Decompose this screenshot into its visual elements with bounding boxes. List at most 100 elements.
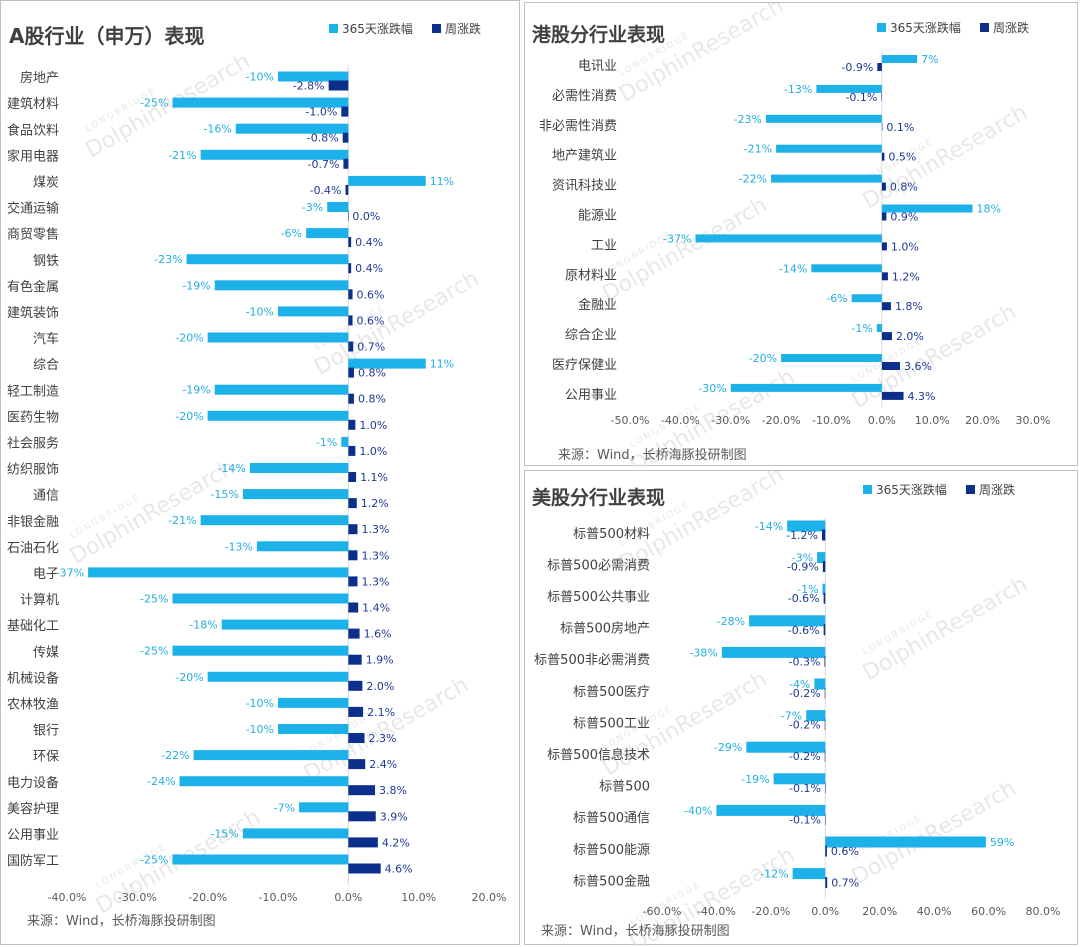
data-label-365: -10% [246,697,274,710]
category-label: 标普500 [599,780,650,795]
bar-week [341,106,349,117]
watermark-name: DolphinResearch [859,100,1032,214]
bar-365 [179,776,349,787]
bar-365 [221,619,349,630]
data-label-week: 1.9% [366,654,394,667]
watermark-name: DolphinResearch [598,193,771,307]
data-label-week: -0.4% [310,184,342,197]
data-label-week: 0.9% [890,211,918,224]
data-label-week: 1.2% [361,497,389,510]
data-label-365: -23% [734,113,762,126]
data-label-week: -0.6% [788,624,820,637]
data-label-week: 3.9% [380,810,408,823]
bar-week [881,302,891,311]
category-label: 电力设备 [7,775,59,791]
data-label-365: -3% [302,201,323,214]
category-label: 轻工制造 [7,384,59,399]
bar-week [345,184,349,195]
data-label-week: 1.2% [892,270,920,283]
bar-365 [186,254,349,265]
bar-365 [881,55,918,63]
data-label-week: -0.2% [789,750,821,763]
x-tick-label: 10.0% [401,891,436,904]
bar-week [348,263,352,274]
data-label-365: -25% [140,645,168,658]
bar-365 [822,583,826,595]
data-label-365: -1% [797,583,818,596]
data-label-365: -23% [154,253,182,266]
bar-365 [851,294,882,303]
category-label: 交通运输 [7,201,59,217]
bar-365 [172,854,349,865]
bar-week [348,289,353,300]
bar-week [348,445,356,456]
data-label-365: -13% [784,83,812,96]
data-label-week: 0.8% [358,367,386,380]
data-label-365: -30% [698,382,726,395]
data-label-week: 0.0% [352,210,380,223]
data-label-365: -25% [140,593,168,606]
x-tick-label: 20.0% [965,414,1000,427]
bar-365 [327,202,349,212]
data-label-365: -19% [182,279,210,292]
bar-365 [256,541,349,552]
bar-week [825,813,826,825]
bar-365 [200,515,349,526]
data-label-week: 4.2% [382,836,410,849]
category-label: 公用事业 [7,828,59,843]
data-label-365: -16% [203,123,231,136]
data-label-week: 3.6% [904,360,932,373]
data-label-365: -22% [161,749,189,762]
data-label-week: 2.0% [366,680,394,693]
x-tick-label: 20.0% [862,905,897,918]
bar-365 [792,868,826,880]
a-share-chart-panel: LONGBRIDGE DolphinResearch LONGBRIDGE Dolph… [0,0,520,945]
bar-365 [200,149,349,160]
bar-week [348,759,366,770]
x-tick-label: 80.0% [1026,905,1061,918]
bar-365 [278,71,349,82]
bar-365 [193,750,349,761]
bar-365 [730,383,882,392]
category-label: 国防军工 [7,853,59,869]
data-label-365: -15% [210,488,238,501]
category-label: 标普500金融 [573,873,650,889]
legend-label-week: 周涨跌 [445,21,481,36]
legend-swatch-week [432,24,441,33]
bar-week [348,602,359,613]
data-label-365: -20% [749,352,777,365]
data-label-week: -1.2% [786,529,818,542]
category-label: 医疗保健业 [552,358,617,373]
category-label: 综合 [33,358,59,373]
category-label: 石油石化 [7,541,59,556]
data-label-week: 0.6% [831,845,859,858]
data-label-week: 3.8% [379,784,407,797]
bar-365 [816,84,882,93]
bar-week [881,92,882,101]
data-label-week: -0.1% [845,91,877,104]
bar-365 [235,123,349,134]
us-share-chart-panel: LONGBRIDGE DolphinResearch LONGBRIDGE Dolph… [524,470,1078,946]
bar-365 [876,324,882,333]
bar-week [881,391,904,400]
x-tick-label: -60.0% [643,905,682,918]
category-label: 公用事业 [565,388,617,403]
category-label: 计算机 [20,593,59,608]
data-label-week: -2.8% [293,80,325,93]
data-label-week: 1.3% [361,575,389,588]
data-label-365: -13% [224,540,252,553]
data-label-week: 2.3% [369,732,397,745]
data-label-week: 1.1% [360,471,388,484]
data-label-week: 0.7% [357,341,385,354]
x-tick-label: 20.0% [472,891,507,904]
data-label-week: -0.1% [789,813,821,826]
data-label-365: -7% [781,710,802,723]
legend-label-365: 365天涨跌幅 [342,21,413,36]
category-label: 标普500必需消费 [547,558,650,573]
category-label: 工业 [591,238,617,253]
data-label-365: -3% [792,552,813,565]
x-tick-label: -10.0% [259,891,298,904]
data-label-week: 0.4% [355,236,383,249]
bar-week [348,785,376,796]
